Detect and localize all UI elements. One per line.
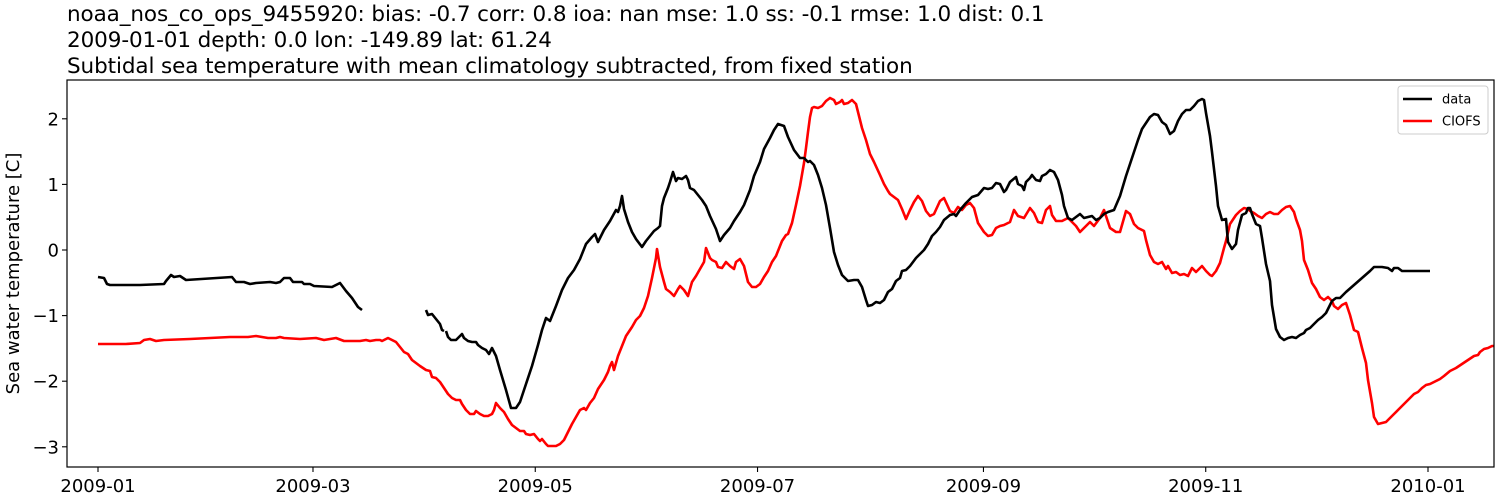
ciofs-series-line (98, 96, 1494, 448)
y-tick-label: −2 (32, 372, 59, 393)
y-tick-label: 1 (48, 175, 59, 196)
x-tick-label: 2009-11 (1168, 476, 1243, 497)
x-tick-label: 2010-01 (1390, 476, 1465, 497)
legend-label-ciofs: CIOFS (1442, 115, 1481, 130)
chart-title-description: Subtidal sea temperature with mean clima… (67, 54, 913, 79)
data-series-line (97, 273, 363, 312)
x-tick-label: 2009-05 (498, 476, 573, 497)
y-tick-label: 2 (48, 109, 59, 130)
x-tick-label: 2009-09 (946, 476, 1021, 497)
y-tick-label: 0 (48, 241, 59, 262)
data-series-line (424, 309, 445, 333)
chart-title-stats: noaa_nos_co_ops_9455920: bias: -0.7 corr… (67, 2, 1045, 27)
data-series-line (444, 97, 1430, 410)
legend: data CIOFS (1397, 85, 1489, 135)
x-tick-label: 2009-07 (720, 476, 795, 497)
y-tick-label: −1 (32, 306, 59, 327)
plot-frame (66, 79, 1495, 468)
legend-label-data: data (1442, 93, 1471, 108)
y-axis-label: Sea water temperature [C] (3, 153, 24, 395)
chart-title-location: 2009-01-01 depth: 0.0 lon: -149.89 lat: … (67, 28, 552, 53)
y-tick-label: −3 (32, 437, 59, 458)
x-tick-label: 2009-03 (275, 476, 350, 497)
x-tick-label: 2009-01 (60, 476, 135, 497)
series-layer (97, 96, 1494, 448)
